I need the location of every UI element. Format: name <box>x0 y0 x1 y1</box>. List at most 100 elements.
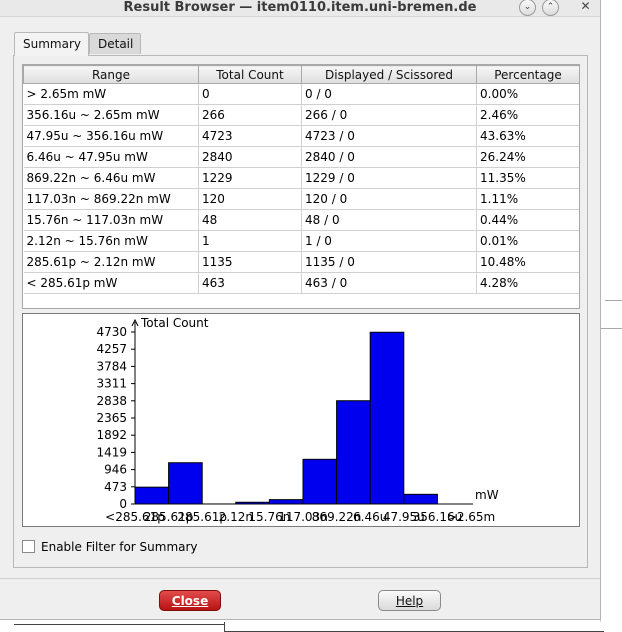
table-row[interactable]: > 2.65m mW 0 0 / 0 0.00% <box>23 83 579 105</box>
y-tick-label: 0 <box>119 497 127 511</box>
table-cell: > 2.65m mW <box>23 83 199 105</box>
help-button[interactable]: Help <box>378 590 441 611</box>
histogram-svg: 0 473 946 1419 1892 2365 2838 3311 3784 4257 4730 <… <box>96 316 499 524</box>
y-tick-label: 473 <box>104 480 127 494</box>
y-tick-label: 1419 <box>96 445 127 459</box>
table-cell: 26.24% <box>476 146 579 168</box>
histogram-bar <box>336 400 371 505</box>
table-cell: 6.46u ~ 47.95u mW <box>23 146 199 168</box>
table-row[interactable]: 15.76n ~ 117.03n mW 48 48 / 0 0.44% <box>23 209 579 231</box>
table-row[interactable]: 869.22n ~ 6.46u mW 1229 1229 / 0 11.35% <box>23 167 579 189</box>
table-row[interactable]: 2.12n ~ 15.76n mW 1 1 / 0 0.01% <box>23 230 579 252</box>
summary-table: Range Total Count Displayed / Scissored … <box>23 65 579 294</box>
tab-summary[interactable]: Summary <box>14 32 89 56</box>
background-line <box>605 300 622 301</box>
x-tick-label: 117.03n <box>278 510 328 524</box>
x-tick-label: 6.46u <box>353 510 387 524</box>
histogram-chart: 0 473 946 1419 1892 2365 2838 3311 3784 4257 4730 <… <box>22 313 580 527</box>
table-cell: 1.11% <box>476 188 579 210</box>
table-cell: 266 <box>198 104 302 126</box>
close-button[interactable]: Close <box>159 590 221 611</box>
table-cell: 47.95u ~ 356.16u mW <box>23 125 199 147</box>
table-cell: 869.22n ~ 6.46u mW <box>23 167 199 189</box>
maximize-button[interactable]: ⌃ <box>542 0 559 16</box>
x-tick-label: >2.65m <box>447 510 495 524</box>
table-cell: 43.63% <box>476 125 579 147</box>
background-line <box>224 622 225 632</box>
x-tick-label: 2.12n <box>219 510 253 524</box>
table-cell: 0.01% <box>476 230 579 252</box>
histogram-bar <box>134 486 170 505</box>
background-window-edge <box>600 0 622 632</box>
table-cell: 2840 <box>198 146 302 168</box>
y-tick-label: 2365 <box>96 411 127 425</box>
table-cell: 4723 / 0 <box>301 125 477 147</box>
result-browser-window: Result Browser — item0110.item.uni-breme… <box>0 0 601 620</box>
table-cell: 1229 <box>198 167 302 189</box>
table-cell: 463 <box>198 272 302 294</box>
table-cell: 463 / 0 <box>301 272 477 294</box>
table-cell: 1229 / 0 <box>301 167 477 189</box>
background-window-edge <box>0 622 622 632</box>
table-cell: 266 / 0 <box>301 104 477 126</box>
column-header-range[interactable]: Range <box>23 65 199 84</box>
column-header-displayed-scissored[interactable]: Displayed / Scissored <box>301 65 477 84</box>
table-cell: 4723 <box>198 125 302 147</box>
x-tick-label: 15.76n <box>248 510 290 524</box>
y-tick-label: 1892 <box>96 428 127 442</box>
y-tick-label: 946 <box>104 463 127 477</box>
histogram-bar <box>268 499 304 505</box>
table-cell: 0 <box>198 83 302 105</box>
table-cell: 285.61p ~ 2.12n mW <box>23 251 199 273</box>
table-row[interactable]: < 285.61p mW 463 463 / 0 4.28% <box>23 272 579 294</box>
table-row[interactable]: 285.61p ~ 2.12n mW 1135 1135 / 0 10.48% <box>23 251 579 273</box>
table-cell: 2.46% <box>476 104 579 126</box>
background-line <box>14 624 224 625</box>
x-tick-label: <285.61p <box>105 510 165 524</box>
table-body: > 2.65m mW 0 0 / 0 0.00% 356.16u ~ 2.65m mW 2… <box>23 83 579 294</box>
column-header-percentage[interactable]: Percentage <box>476 65 579 84</box>
table-cell: 1135 / 0 <box>301 251 477 273</box>
histogram-bar <box>235 501 270 505</box>
enable-filter-checkbox[interactable] <box>22 540 35 553</box>
table-cell: 1 / 0 <box>301 230 477 252</box>
table-cell: 0.44% <box>476 209 579 231</box>
x-tick-label: 285.61p <box>144 510 194 524</box>
y-axis-arrow <box>131 318 139 327</box>
table-cell: 356.16u ~ 2.65m mW <box>23 104 199 126</box>
table-cell: 10.48% <box>476 251 579 273</box>
y-tick-label: 3311 <box>96 377 127 391</box>
table-cell: 2.12n ~ 15.76n mW <box>23 230 199 252</box>
y-tick-label: 3784 <box>96 359 127 373</box>
histogram-bar <box>403 493 438 505</box>
histogram-bar <box>168 462 203 505</box>
title-bar[interactable]: Result Browser — item0110.item.uni-breme… <box>0 0 600 17</box>
tab-detail[interactable]: Detail <box>89 33 141 54</box>
table-cell: 1135 <box>198 251 302 273</box>
filter-row[interactable]: Enable Filter for Summary <box>22 539 198 555</box>
y-tick-label: 4257 <box>96 342 127 356</box>
table-cell: 11.35% <box>476 167 579 189</box>
button-bar: Close Help <box>0 578 600 620</box>
x-axis-label: mW <box>475 488 499 502</box>
table-cell: 0.00% <box>476 83 579 105</box>
table-row[interactable]: 47.95u ~ 356.16u mW 4723 4723 / 0 43.63% <box>23 125 579 147</box>
minimize-button[interactable]: ⌄ <box>519 0 536 16</box>
table-row[interactable]: 356.16u ~ 2.65m mW 266 266 / 0 2.46% <box>23 104 579 126</box>
table-cell: 48 <box>198 209 302 231</box>
summary-table-container[interactable]: Range Total Count Displayed / Scissored … <box>22 64 580 309</box>
table-header-row: Range Total Count Displayed / Scissored … <box>23 65 579 84</box>
close-window-button[interactable]: ✕ <box>580 0 591 13</box>
table-cell: 120 / 0 <box>301 188 477 210</box>
table-row[interactable]: 117.03n ~ 869.22n mW 120 120 / 0 1.11% <box>23 188 579 210</box>
column-header-total-count[interactable]: Total Count <box>198 65 302 84</box>
enable-filter-label: Enable Filter for Summary <box>41 540 198 554</box>
histogram-bar <box>369 331 405 505</box>
table-cell: 1 <box>198 230 302 252</box>
table-cell: 117.03n ~ 869.22n mW <box>23 188 199 210</box>
x-tick-label: 869.22n <box>312 510 362 524</box>
table-row[interactable]: 6.46u ~ 47.95u mW 2840 2840 / 0 26.24% <box>23 146 579 168</box>
y-tick-label: 2838 <box>96 394 127 408</box>
table-cell: < 285.61p mW <box>23 272 199 294</box>
table-cell: 0 / 0 <box>301 83 477 105</box>
